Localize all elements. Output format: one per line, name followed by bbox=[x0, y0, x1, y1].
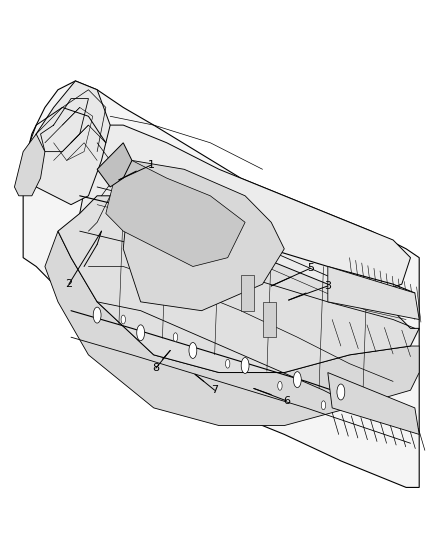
Circle shape bbox=[93, 307, 101, 323]
Text: 1: 1 bbox=[148, 160, 155, 170]
Polygon shape bbox=[58, 196, 419, 373]
Text: 6: 6 bbox=[283, 396, 290, 406]
Circle shape bbox=[173, 333, 178, 342]
Polygon shape bbox=[97, 143, 132, 187]
Text: 8: 8 bbox=[152, 363, 159, 373]
Circle shape bbox=[241, 358, 249, 374]
Circle shape bbox=[293, 372, 301, 387]
Circle shape bbox=[278, 382, 282, 390]
Circle shape bbox=[121, 315, 125, 324]
Text: 2: 2 bbox=[65, 279, 72, 289]
Circle shape bbox=[226, 359, 230, 368]
Polygon shape bbox=[328, 266, 419, 319]
Polygon shape bbox=[45, 231, 419, 425]
Polygon shape bbox=[14, 134, 45, 196]
Polygon shape bbox=[23, 81, 419, 487]
Polygon shape bbox=[328, 373, 419, 434]
Polygon shape bbox=[19, 81, 110, 205]
Circle shape bbox=[337, 384, 345, 400]
Polygon shape bbox=[123, 160, 284, 311]
Polygon shape bbox=[106, 160, 245, 266]
Circle shape bbox=[137, 325, 145, 341]
Text: 3: 3 bbox=[324, 281, 331, 291]
Circle shape bbox=[189, 343, 197, 358]
Circle shape bbox=[321, 401, 325, 410]
Text: 5: 5 bbox=[307, 263, 314, 273]
Text: 7: 7 bbox=[211, 385, 218, 395]
FancyBboxPatch shape bbox=[241, 276, 254, 311]
FancyBboxPatch shape bbox=[262, 302, 276, 337]
Polygon shape bbox=[80, 125, 410, 319]
